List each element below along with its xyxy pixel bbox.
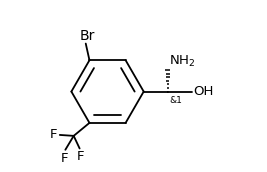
Text: &1: &1 [170,96,183,105]
Text: NH$_2$: NH$_2$ [169,54,195,69]
Text: F: F [77,150,84,163]
Text: F: F [50,128,58,141]
Text: Br: Br [80,29,95,43]
Text: OH: OH [193,85,213,98]
Text: F: F [61,152,68,165]
